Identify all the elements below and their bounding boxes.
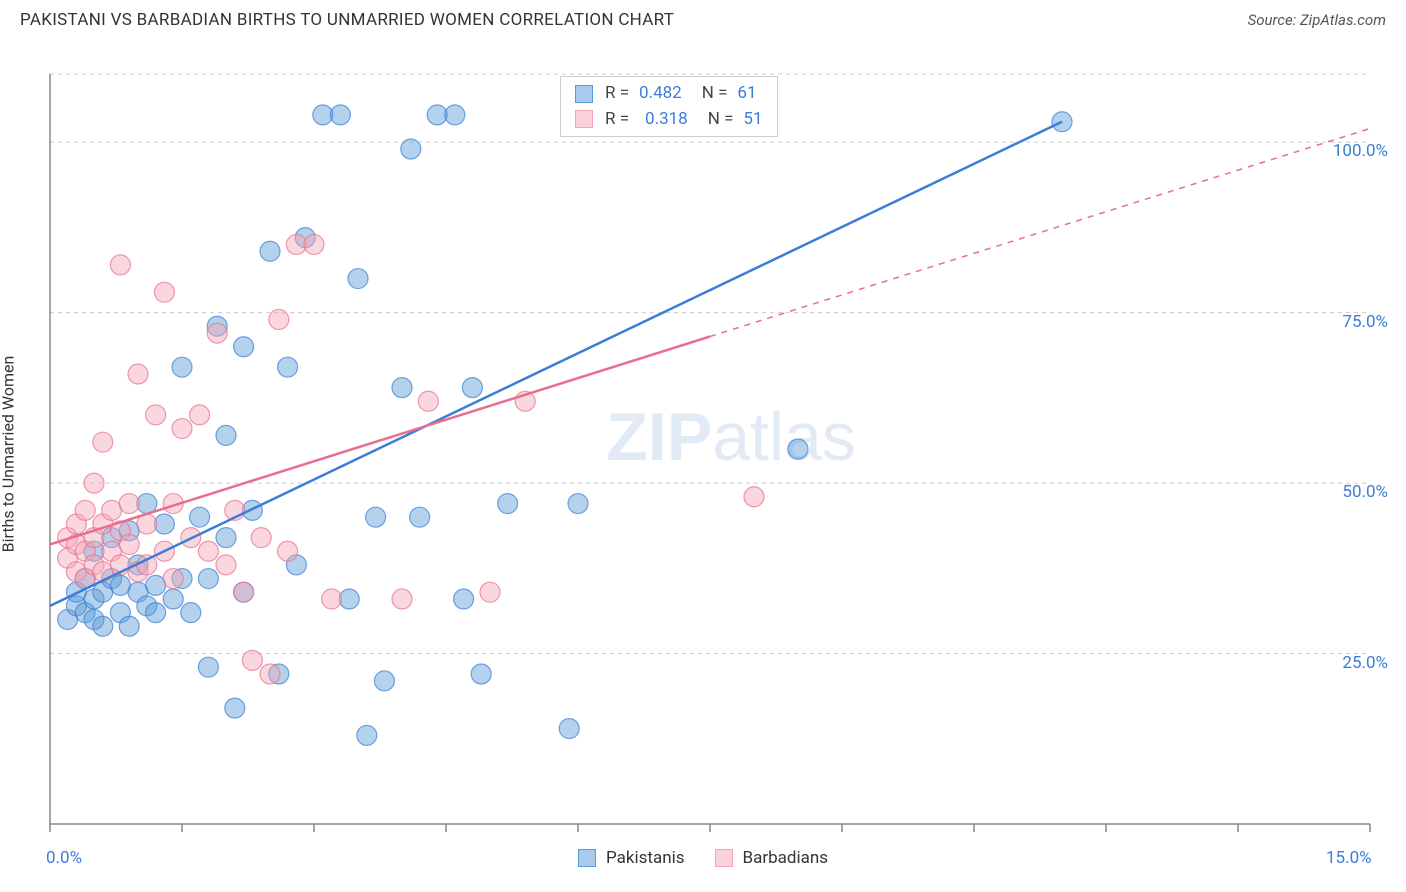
legend-item-barbadians: Barbadians xyxy=(714,848,828,868)
legend-item-pakistanis: Pakistanis xyxy=(578,848,685,868)
chart-container: Births to Unmarried Women ZIPatlas R = 0… xyxy=(0,34,1406,874)
bottom-legend: Pakistanis Barbadians xyxy=(578,848,828,868)
x-tick-label: 15.0% xyxy=(1326,848,1372,868)
source-attribution: Source: ZipAtlas.com xyxy=(1248,11,1386,29)
stats-n-value: 51 xyxy=(743,107,762,133)
stats-row-barbadians: R = 0.318 N = 51 xyxy=(575,107,763,133)
y-tick-label: 75.0% xyxy=(1342,312,1388,332)
scatter-chart xyxy=(0,34,1406,874)
stats-n-label: N = xyxy=(708,107,734,133)
stats-r-label: R = xyxy=(605,81,629,107)
swatch-pakistanis xyxy=(575,85,593,103)
x-tick-label: 0.0% xyxy=(46,848,82,868)
chart-title: PAKISTANI VS BARBADIAN BIRTHS TO UNMARRI… xyxy=(20,10,674,30)
stats-r-value: 0.482 xyxy=(639,81,682,107)
stats-r-label: R = xyxy=(605,107,629,133)
stats-n-label: N = xyxy=(702,81,728,107)
swatch-barbadians xyxy=(575,110,593,128)
swatch-barbadians xyxy=(714,849,732,867)
stats-row-pakistanis: R = 0.482 N = 61 xyxy=(575,81,763,107)
y-tick-label: 50.0% xyxy=(1342,482,1388,502)
stats-n-value: 61 xyxy=(737,81,756,107)
swatch-pakistanis xyxy=(578,849,596,867)
y-tick-label: 100.0% xyxy=(1333,141,1388,161)
legend-label: Pakistanis xyxy=(606,848,685,868)
y-tick-label: 25.0% xyxy=(1342,653,1388,673)
stats-r-value: 0.318 xyxy=(645,107,688,133)
legend-label: Barbadians xyxy=(742,848,828,868)
stats-legend: R = 0.482 N = 61 R = 0.318 N = 51 xyxy=(560,76,778,137)
